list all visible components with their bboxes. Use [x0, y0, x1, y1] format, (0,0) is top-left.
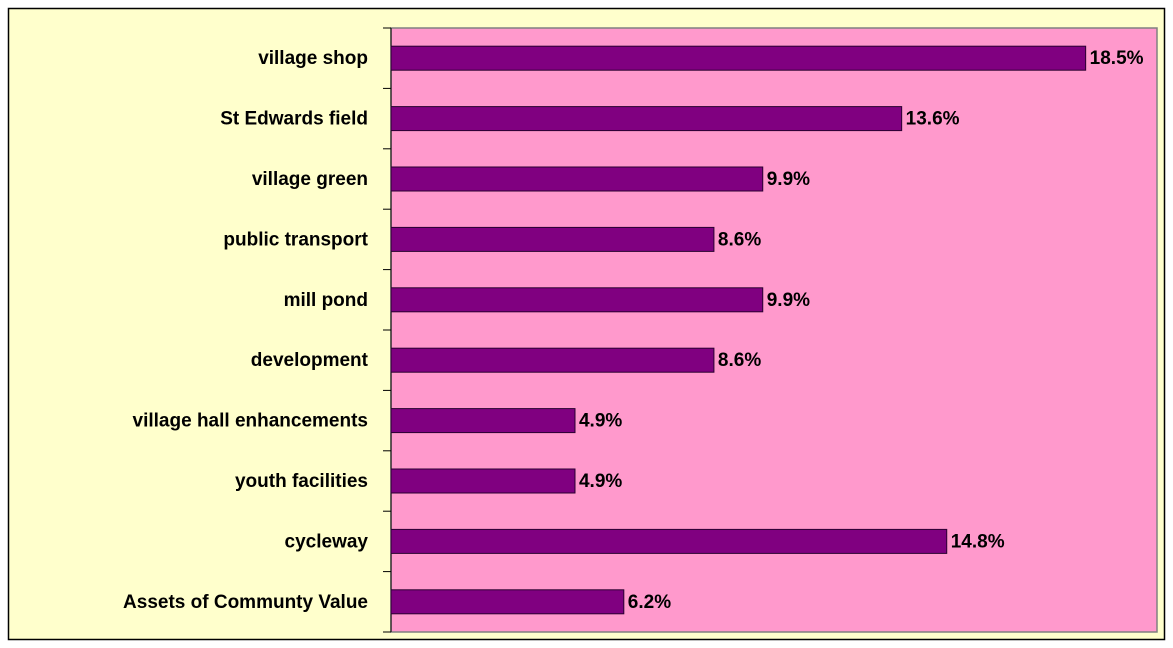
bar	[390, 528, 948, 554]
bar	[390, 45, 1087, 71]
data-label: 4.9%	[579, 411, 622, 432]
y-tick-label: development	[251, 350, 369, 371]
data-label: 4.9%	[579, 471, 622, 492]
y-tick-label: cycleway	[285, 531, 369, 552]
y-tick-label: St Edwards field	[220, 109, 368, 130]
bar	[390, 468, 576, 494]
y-tick-label: village green	[252, 169, 368, 190]
bar	[390, 408, 576, 434]
data-label: 9.9%	[767, 169, 810, 190]
bar	[390, 589, 625, 615]
data-label: 18.5%	[1090, 48, 1144, 69]
data-label: 9.9%	[767, 290, 810, 311]
bar	[390, 347, 715, 373]
bar	[390, 106, 903, 132]
data-label: 6.2%	[628, 592, 671, 613]
y-tick-label: Assets of Communty Value	[123, 592, 368, 613]
y-tick-label: public transport	[223, 229, 368, 250]
y-tick-label: mill pond	[284, 290, 368, 311]
y-tick-label: village shop	[258, 48, 368, 69]
y-tick-label: village hall enhancements	[133, 411, 368, 432]
bar	[390, 287, 764, 313]
y-tick-label: youth facilities	[235, 471, 368, 492]
bar	[390, 226, 715, 252]
data-label: 14.8%	[951, 531, 1005, 552]
data-label: 8.6%	[718, 229, 761, 250]
data-label: 13.6%	[906, 109, 960, 130]
data-label: 8.6%	[718, 350, 761, 371]
bar	[390, 166, 764, 192]
